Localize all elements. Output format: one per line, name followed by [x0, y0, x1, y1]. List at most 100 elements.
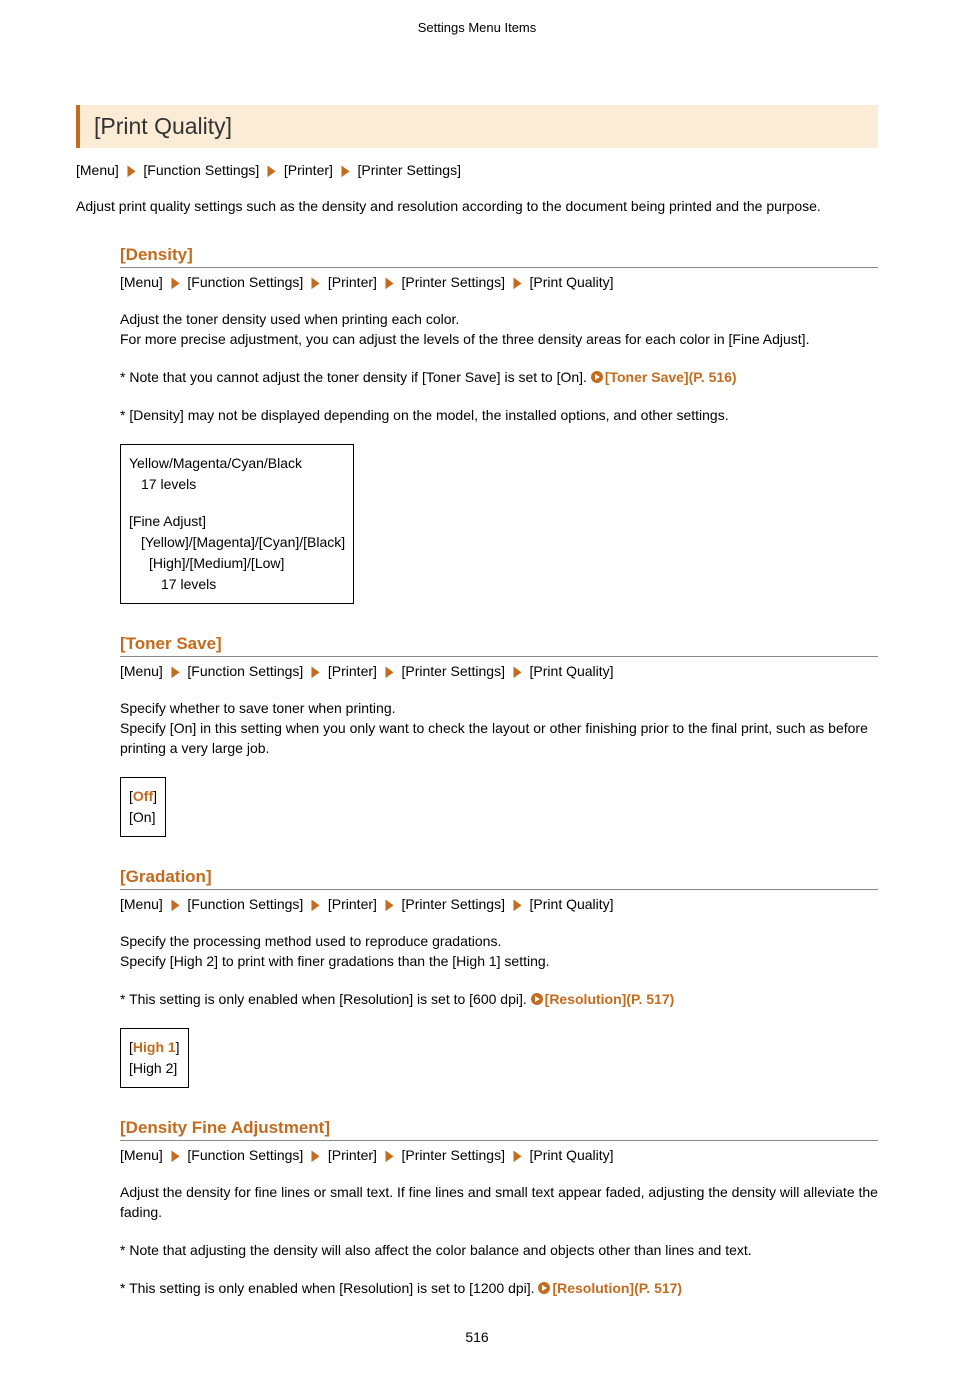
breadcrumb-item: [Function Settings]: [143, 162, 259, 178]
density-body: Adjust the toner density used when print…: [120, 309, 878, 350]
gradation-note: * This setting is only enabled when [Res…: [120, 989, 878, 1009]
breadcrumb-arrow-icon: ▶: [312, 663, 320, 680]
note-text-pre: * This setting is only enabled when [Res…: [120, 991, 531, 1007]
section-heading-toner-save: [Toner Save]: [120, 634, 878, 657]
intro-text: Adjust print quality settings such as th…: [76, 197, 878, 217]
bracket: ]: [176, 1039, 180, 1055]
option-line: Yellow/Magenta/Cyan/Black: [129, 453, 345, 474]
option-line: 17 levels: [141, 474, 345, 495]
body-line: Adjust the toner density used when print…: [120, 311, 459, 327]
breadcrumb-arrow-icon: ▶: [341, 162, 349, 179]
density-breadcrumb: [Menu] ▶ [Function Settings] ▶ [Printer]…: [120, 274, 878, 291]
breadcrumb-item: [Printer]: [328, 1147, 377, 1163]
body-line: Specify whether to save toner when print…: [120, 700, 396, 716]
breadcrumb-item: [Printer Settings]: [401, 896, 505, 912]
breadcrumb-arrow-icon: ▶: [268, 162, 276, 179]
breadcrumb-arrow-icon: ▶: [171, 1147, 179, 1164]
section-gradation: [Gradation] [Menu] ▶ [Function Settings]…: [120, 867, 878, 1092]
section-heading-density-fine: [Density Fine Adjustment]: [120, 1118, 878, 1141]
breadcrumb-item: [Print Quality]: [530, 274, 614, 290]
section-heading-density: [Density]: [120, 245, 878, 268]
section-toner-save: [Toner Save] [Menu] ▶ [Function Settings…: [120, 634, 878, 841]
main-heading: [Print Quality]: [76, 105, 878, 148]
running-header: Settings Menu Items: [76, 20, 878, 35]
option-default: Off: [133, 788, 153, 804]
body-line: Specify [High 2] to print with finer gra…: [120, 953, 550, 969]
breadcrumb-arrow-icon: ▶: [513, 896, 521, 913]
density-note1: * Note that you cannot adjust the toner …: [120, 367, 878, 387]
section-density-fine: [Density Fine Adjustment] [Menu] ▶ [Func…: [120, 1118, 878, 1299]
section-density: [Density] [Menu] ▶ [Function Settings] ▶…: [120, 245, 878, 608]
breadcrumb-item: [Printer]: [328, 896, 377, 912]
breadcrumb-item: [Printer Settings]: [401, 1147, 505, 1163]
option-line: [High]/[Medium]/[Low]: [149, 553, 345, 574]
note-text-pre: * This setting is only enabled when [Res…: [120, 1280, 538, 1296]
breadcrumb-item: [Printer Settings]: [401, 274, 505, 290]
breadcrumb-item: [Menu]: [120, 896, 163, 912]
note-text-pre: * Note that you cannot adjust the toner …: [120, 369, 591, 385]
breadcrumb-item: [Print Quality]: [530, 896, 614, 912]
breadcrumb-item: [Function Settings]: [187, 274, 303, 290]
breadcrumb-item: [Printer]: [284, 162, 333, 178]
breadcrumb-item: [Printer]: [328, 274, 377, 290]
bracket: ]: [153, 788, 157, 804]
breadcrumb-item: [Menu]: [120, 663, 163, 679]
breadcrumb-item: [Print Quality]: [530, 663, 614, 679]
breadcrumb-arrow-icon: ▶: [385, 896, 393, 913]
density-fine-body: Adjust the density for fine lines or sma…: [120, 1182, 878, 1223]
option-line: [High 2]: [129, 1058, 180, 1079]
breadcrumb-arrow-icon: ▶: [513, 663, 521, 680]
option-line: [Yellow]/[Magenta]/[Cyan]/[Black]: [141, 532, 345, 553]
breadcrumb-arrow-icon: ▶: [312, 896, 320, 913]
toner-save-body: Specify whether to save toner when print…: [120, 698, 878, 759]
breadcrumb-item: [Menu]: [120, 274, 163, 290]
breadcrumb-arrow-icon: ▶: [171, 896, 179, 913]
body-line: Specify the processing method used to re…: [120, 933, 501, 949]
breadcrumb-arrow-icon: ▶: [513, 274, 521, 291]
gradation-body: Specify the processing method used to re…: [120, 931, 878, 972]
density-fine-note2: * This setting is only enabled when [Res…: [120, 1278, 878, 1298]
body-line: For more precise adjustment, you can adj…: [120, 331, 809, 347]
breadcrumb-item: [Menu]: [76, 162, 119, 178]
body-line: Specify [On] in this setting when you on…: [120, 720, 868, 756]
link-icon: [591, 371, 603, 383]
breadcrumb-item: [Printer Settings]: [401, 663, 505, 679]
breadcrumb-arrow-icon: ▶: [127, 162, 135, 179]
option-line: [On]: [129, 807, 157, 828]
breadcrumb-arrow-icon: ▶: [513, 1147, 521, 1164]
breadcrumb-item: [Printer]: [328, 663, 377, 679]
toner-save-link[interactable]: [Toner Save](P. 516): [605, 369, 737, 385]
toner-save-breadcrumb: [Menu] ▶ [Function Settings] ▶ [Printer]…: [120, 663, 878, 680]
breadcrumb-arrow-icon: ▶: [385, 663, 393, 680]
link-icon: [538, 1282, 550, 1294]
breadcrumb-arrow-icon: ▶: [385, 274, 393, 291]
option-line: [Fine Adjust]: [129, 511, 345, 532]
option-default: High 1: [133, 1039, 176, 1055]
breadcrumb-item: [Function Settings]: [187, 896, 303, 912]
breadcrumb-item: [Function Settings]: [187, 663, 303, 679]
breadcrumb-item: [Printer Settings]: [357, 162, 461, 178]
page-number: 516: [76, 1329, 878, 1345]
main-breadcrumb: [Menu] ▶ [Function Settings] ▶ [Printer]…: [76, 162, 878, 179]
resolution-link[interactable]: [Resolution](P. 517): [552, 1280, 682, 1296]
breadcrumb-arrow-icon: ▶: [312, 274, 320, 291]
resolution-link[interactable]: [Resolution](P. 517): [545, 991, 675, 1007]
section-heading-gradation: [Gradation]: [120, 867, 878, 890]
breadcrumb-arrow-icon: ▶: [312, 1147, 320, 1164]
breadcrumb-arrow-icon: ▶: [385, 1147, 393, 1164]
density-fine-note1: * Note that adjusting the density will a…: [120, 1240, 878, 1260]
breadcrumb-item: [Menu]: [120, 1147, 163, 1163]
link-icon: [531, 993, 543, 1005]
option-line: [Off]: [129, 786, 157, 807]
breadcrumb-item: [Print Quality]: [530, 1147, 614, 1163]
toner-save-options-box: [Off] [On]: [120, 777, 166, 837]
density-fine-breadcrumb: [Menu] ▶ [Function Settings] ▶ [Printer]…: [120, 1147, 878, 1164]
option-line: 17 levels: [161, 574, 345, 595]
gradation-breadcrumb: [Menu] ▶ [Function Settings] ▶ [Printer]…: [120, 896, 878, 913]
breadcrumb-arrow-icon: ▶: [171, 663, 179, 680]
density-options-box: Yellow/Magenta/Cyan/Black 17 levels [Fin…: [120, 444, 354, 604]
breadcrumb-arrow-icon: ▶: [171, 274, 179, 291]
breadcrumb-item: [Function Settings]: [187, 1147, 303, 1163]
option-line: [High 1]: [129, 1037, 180, 1058]
density-note2: * [Density] may not be displayed dependi…: [120, 405, 878, 425]
